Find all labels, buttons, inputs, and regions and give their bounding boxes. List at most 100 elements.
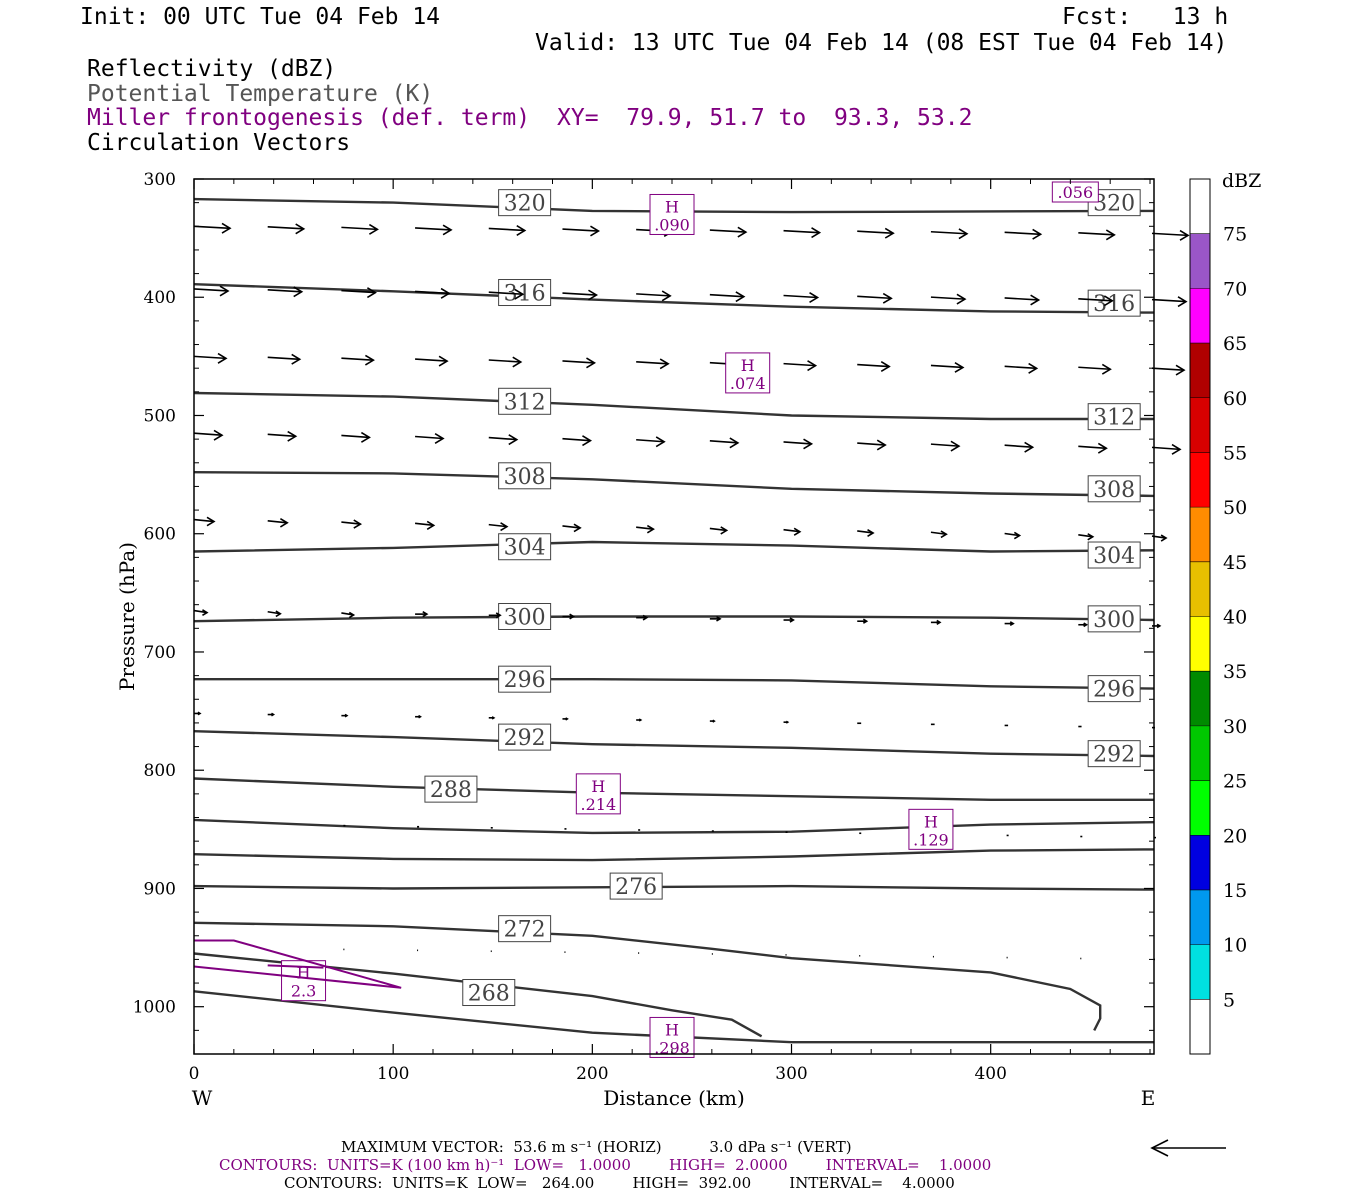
circulation-vector-head: [565, 717, 569, 721]
circulation-vector: [341, 289, 376, 294]
circulation-vector-head: [642, 614, 649, 621]
isentrope-296: [194, 678, 1154, 690]
init-time: Init: 00 UTC Tue 04 Feb 14: [80, 4, 441, 30]
x-tick-label: 0: [189, 1064, 200, 1084]
colorbar-label: 10: [1223, 935, 1247, 957]
circulation-vector-head: [735, 291, 746, 303]
circulation-vector-head: [202, 609, 209, 617]
circulation-vector-head: [803, 438, 814, 450]
circulation-vector-head: [344, 713, 349, 718]
circulation-vector-head: [500, 522, 509, 532]
isentrope-label-300: 300: [504, 606, 546, 631]
circulation-vector-head: [217, 352, 228, 364]
colorbar-label: 50: [1223, 497, 1247, 519]
circulation-vector-head: [716, 616, 722, 622]
circulation-vector: [636, 293, 671, 297]
circulation-vector: [930, 230, 967, 235]
frontogenesis-high-marker: H: [924, 812, 938, 831]
isentrope-label-312: 312: [1093, 406, 1135, 431]
field-title-theta: Potential Temperature (K): [87, 81, 434, 107]
circulation-vector-head: [491, 716, 496, 720]
colorbar-segment: [1190, 780, 1210, 836]
isentrope-label-308: 308: [1093, 478, 1135, 503]
colorbar-segment: [1190, 343, 1210, 398]
circulation-vector: [488, 359, 521, 363]
isentrope-label-box-296: [1087, 675, 1141, 703]
x-tick-label: 200: [576, 1064, 608, 1084]
circulation-vector: [1078, 232, 1115, 236]
circulation-vector: [857, 363, 890, 368]
frontogenesis-contour: [193, 939, 402, 989]
circulation-vector-head: [807, 360, 818, 372]
circulation-vector-head: [737, 226, 748, 238]
circulation-vector-head: [293, 286, 304, 298]
circulation-vector-head: [1083, 622, 1089, 628]
circulation-vector-head: [1179, 229, 1190, 241]
circulation-vector: [193, 288, 229, 292]
y-tick-label: 500: [144, 406, 176, 426]
circulation-vector-head: [1032, 228, 1043, 240]
isentrope-label-box-272: [498, 915, 552, 943]
circulation-vector: [930, 531, 947, 536]
circulation-vector: [193, 518, 215, 523]
circulation-vector-head: [573, 523, 582, 533]
isentrope-label-box-268: [462, 979, 516, 1007]
circulation-vector-head: [514, 288, 525, 300]
isentrope-300: [194, 615, 1154, 623]
isentrope-308: [194, 471, 1154, 498]
isentrope-268: [194, 952, 763, 1038]
colorbar: 5 10 15 20 25 30 35 40 45 50 55 60 65 70 75 dBZ: [1189, 170, 1261, 1055]
plot-frame: [193, 178, 1155, 1055]
circulation-vector: [1004, 532, 1020, 537]
colorbar-segment: [1190, 288, 1210, 344]
circulation-vector-head: [364, 354, 375, 366]
isentrope-316: [194, 283, 1154, 314]
isentrope-label-312: 312: [504, 390, 546, 415]
circulation-vector-head: [1160, 534, 1168, 542]
isentrope-label-box-316: [498, 279, 552, 307]
x-tick-label: 300: [775, 1064, 807, 1084]
circulation-vector-head: [197, 711, 202, 716]
circulation-vector: [1078, 297, 1113, 302]
circulation-vector-head: [287, 430, 298, 442]
circulation-vector: [488, 523, 508, 528]
circulation-vector: [267, 226, 304, 230]
footer-frontogenesis-contours: CONTOURS: UNITS=K (100 km h)⁻¹ LOW= 1.00…: [219, 1156, 992, 1174]
isentrope-312: [194, 391, 1154, 421]
y-tick-label: 900: [144, 879, 176, 899]
circulation-vector-head: [1097, 442, 1108, 454]
colorbar-label: 65: [1223, 333, 1247, 355]
circulation-vector-head: [275, 610, 282, 618]
circulation-vector-head: [793, 527, 802, 536]
isentrope-label-288: 288: [430, 778, 472, 803]
circulation-vector-head: [1030, 294, 1041, 306]
isentrope-label-304: 304: [1093, 544, 1135, 569]
circulation-vector-head: [1087, 533, 1095, 541]
circulation-vector-head: [1024, 441, 1035, 453]
circulation-vector-head: [1156, 623, 1162, 629]
circulation-vector: [783, 294, 818, 299]
reference-vector-arrowhead: [1150, 1139, 1169, 1157]
isentrope-label-box-288: [424, 775, 478, 803]
frontogenesis-high-value: 2.3: [291, 982, 316, 1001]
colorbar-label: 70: [1223, 278, 1247, 300]
circulation-vector: [267, 520, 288, 524]
x-axis-west-label: W: [192, 1086, 213, 1110]
circulation-vector: [562, 292, 597, 296]
circulation-vector-head: [348, 611, 356, 619]
circulation-vector: [415, 358, 448, 362]
frontogenesis-high-value: .090: [654, 215, 690, 234]
circulation-vector: [562, 437, 591, 442]
frontogenesis-high-marker: H: [665, 1020, 679, 1039]
isentrope-label-box-308: [498, 462, 552, 490]
isentrope-label-304: 304: [504, 536, 546, 561]
field-title-reflectivity: Reflectivity (dBZ): [87, 56, 337, 82]
frontogenesis-high-box: [908, 808, 954, 850]
circulation-vector-head: [360, 431, 371, 443]
circulation-vector: [1151, 367, 1185, 371]
circulation-vector-head: [440, 287, 451, 299]
footer-max-vector: MAXIMUM VECTOR: 53.6 m s⁻¹ (HORIZ) 3.0 d…: [341, 1138, 852, 1156]
circulation-vector-head: [720, 526, 729, 535]
colorbar-label: 55: [1223, 442, 1247, 464]
